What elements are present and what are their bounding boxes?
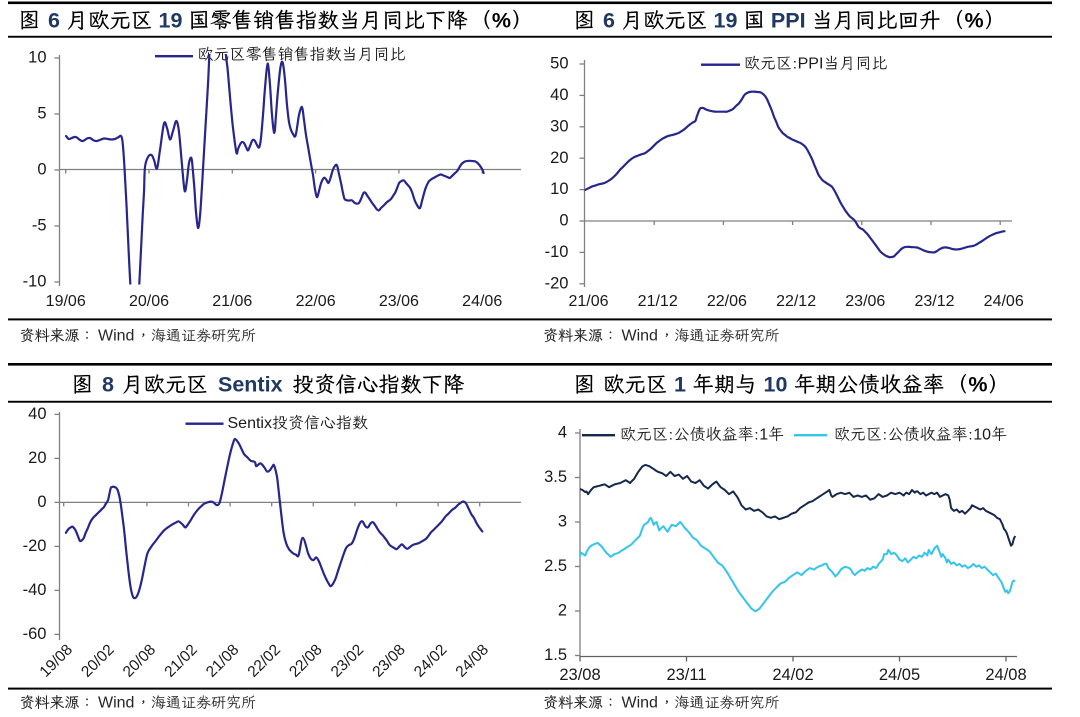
svg-text:5: 5	[37, 105, 46, 123]
svg-text:40: 40	[550, 86, 568, 104]
svg-text:23/11: 23/11	[666, 666, 706, 684]
svg-text:23/08: 23/08	[559, 666, 600, 684]
svg-text:24/02: 24/02	[772, 666, 813, 684]
svg-text:19: 19	[714, 8, 738, 32]
svg-text:Wind: Wind	[622, 695, 658, 712]
svg-text:3.5: 3.5	[544, 468, 567, 486]
svg-text:2.5: 2.5	[544, 557, 567, 575]
svg-text:50: 50	[550, 55, 568, 73]
svg-text:21/06: 21/06	[212, 293, 252, 310]
svg-text:21/02: 21/02	[161, 641, 200, 680]
svg-text:24/08: 24/08	[985, 666, 1026, 684]
svg-text:%: %	[492, 8, 511, 32]
svg-text:22/06: 22/06	[296, 293, 336, 310]
svg-text:21/06: 21/06	[568, 293, 608, 310]
svg-text:-60: -60	[23, 625, 47, 643]
svg-text:-5: -5	[32, 217, 47, 235]
svg-text:20: 20	[28, 449, 46, 467]
svg-text:-10: -10	[545, 243, 569, 261]
svg-text:2: 2	[558, 602, 567, 620]
svg-text:10: 10	[550, 180, 568, 198]
svg-text:%: %	[965, 8, 984, 32]
svg-text:1: 1	[759, 427, 768, 444]
svg-text:24/06: 24/06	[462, 293, 502, 310]
svg-text:22/08: 22/08	[286, 641, 325, 680]
svg-text:-20: -20	[23, 537, 47, 555]
svg-text:%: %	[968, 373, 987, 397]
svg-text:Sentix: Sentix	[218, 373, 283, 397]
svg-text:23/02: 23/02	[328, 641, 367, 680]
svg-text:19: 19	[159, 8, 183, 32]
svg-text:30: 30	[550, 117, 568, 135]
svg-text:23/06: 23/06	[845, 293, 885, 310]
svg-text:Wind: Wind	[622, 328, 658, 345]
svg-text:1.5: 1.5	[544, 646, 567, 664]
svg-text:Wind: Wind	[98, 328, 134, 345]
svg-text:0: 0	[37, 493, 46, 511]
svg-text:Wind: Wind	[98, 695, 134, 712]
svg-text:21/12: 21/12	[638, 293, 678, 310]
svg-text:PPI: PPI	[771, 8, 806, 32]
svg-text:10: 10	[973, 427, 991, 444]
svg-text:22/02: 22/02	[245, 641, 284, 680]
svg-text:22/06: 22/06	[707, 293, 747, 310]
svg-text:4: 4	[558, 424, 567, 442]
svg-text:-20: -20	[545, 274, 569, 292]
svg-text:20/06: 20/06	[129, 293, 169, 310]
svg-text:0: 0	[37, 161, 46, 179]
svg-text:24/05: 24/05	[879, 666, 920, 684]
svg-text:40: 40	[28, 405, 46, 423]
svg-text:PPI: PPI	[798, 56, 824, 73]
svg-text:20/08: 20/08	[120, 641, 159, 680]
svg-text:23/06: 23/06	[379, 293, 419, 310]
svg-text:10: 10	[28, 49, 46, 67]
svg-text:-10: -10	[23, 273, 47, 291]
svg-text:6: 6	[603, 8, 615, 32]
svg-text:23/08: 23/08	[369, 641, 408, 680]
svg-text:22/12: 22/12	[776, 293, 816, 310]
svg-text:10: 10	[764, 373, 788, 397]
svg-text:21/08: 21/08	[203, 641, 242, 680]
svg-text:20: 20	[550, 149, 568, 167]
svg-text:0: 0	[559, 212, 568, 230]
svg-text:1: 1	[674, 373, 686, 397]
svg-text:23/12: 23/12	[914, 293, 954, 310]
svg-text:6: 6	[48, 8, 60, 32]
svg-text:24/02: 24/02	[411, 641, 450, 680]
svg-text:Sentix: Sentix	[228, 415, 272, 432]
svg-text:19/06: 19/06	[46, 293, 86, 310]
svg-text:19/08: 19/08	[37, 641, 76, 680]
svg-text:20/02: 20/02	[78, 641, 117, 680]
svg-text:8: 8	[102, 373, 114, 397]
svg-text:-40: -40	[23, 581, 47, 599]
svg-text:24/06: 24/06	[984, 293, 1024, 310]
svg-text:24/08: 24/08	[453, 641, 492, 680]
svg-text:3: 3	[558, 513, 567, 531]
